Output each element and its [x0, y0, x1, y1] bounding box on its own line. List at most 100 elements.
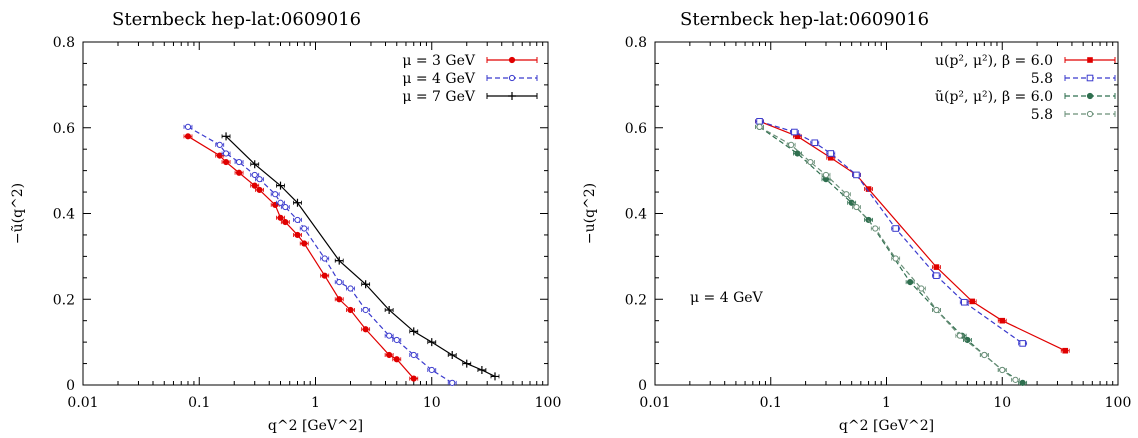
data-point: [827, 154, 834, 161]
data-point: [294, 216, 301, 224]
data-point: [386, 332, 393, 339]
data-point: [490, 372, 499, 381]
data-point: [256, 176, 263, 183]
data-point: [907, 279, 914, 286]
data-point: [1087, 57, 1093, 63]
data-point: [827, 150, 835, 157]
data-point: [933, 272, 940, 279]
series-2: [183, 123, 457, 386]
data-point: [251, 171, 258, 179]
legend-cap: [486, 57, 538, 63]
y-tick-label: 0.2: [53, 292, 75, 308]
data-point: [410, 351, 417, 359]
legend-label: 5.8: [1031, 71, 1053, 87]
data-point: [956, 332, 963, 339]
y-axis-label: −ũ(q^2): [10, 183, 26, 244]
data-point: [362, 306, 369, 314]
data-point: [1086, 110, 1094, 118]
legend-label: μ = 7 GeV: [402, 89, 476, 105]
data-point: [216, 152, 223, 159]
data-point: [282, 218, 289, 226]
data-point: [960, 298, 968, 306]
data-point: [216, 141, 223, 148]
data-point: [277, 214, 284, 221]
data-point: [999, 317, 1006, 324]
data-point: [508, 74, 516, 82]
data-point: [336, 296, 343, 303]
data-point: [1062, 347, 1069, 354]
data-point: [933, 264, 940, 270]
x-axis-label: q^2 [GeV^2]: [839, 418, 934, 434]
data-point: [235, 169, 243, 176]
x-tick-label: 1: [882, 395, 891, 411]
data-point: [276, 181, 285, 190]
data-point: [462, 359, 471, 368]
data-point: [361, 280, 370, 289]
y-axis-label: −u(q^2): [582, 183, 598, 244]
data-point: [347, 285, 354, 292]
data-point: [756, 123, 763, 130]
legend-cap: [1064, 75, 1116, 81]
chart-panel-2: 0.01 0.1 1 10 100 0 0.2 0.4 0.6 0.8 Sternbeck hep-…: [582, 9, 1131, 434]
series-1: [183, 133, 419, 382]
series-line: [759, 126, 1023, 384]
data-point: [892, 255, 899, 262]
data-point: [1019, 340, 1026, 347]
x-tick-label: 0.1: [760, 395, 782, 411]
data-point: [428, 366, 435, 374]
data-point: [811, 139, 819, 147]
x-tick-label: 100: [535, 395, 562, 411]
data-point: [853, 171, 860, 179]
data-point: [788, 141, 795, 148]
data-point: [865, 216, 872, 224]
x-axis-label: q^2 [GeV^2]: [268, 418, 363, 434]
data-point: [277, 199, 284, 206]
legend-label: μ = 4 GeV: [402, 71, 476, 87]
legend-cap: [486, 75, 538, 81]
data-point: [508, 56, 516, 64]
data-point: [756, 118, 763, 125]
data-point: [822, 171, 830, 179]
data-point: [250, 160, 259, 169]
data-point: [336, 279, 343, 286]
series-line: [225, 135, 496, 377]
legend-label: μ = 3 GeV: [402, 53, 476, 69]
y-tick-label: 0.8: [625, 35, 647, 51]
data-point: [969, 298, 975, 305]
legend-label: ũ(p², μ²), β = 6.0: [935, 89, 1053, 105]
data-point: [410, 375, 417, 382]
series-3: [221, 132, 500, 381]
data-point: [347, 306, 354, 314]
data-point: [393, 356, 400, 363]
x-tick-label: 100: [1105, 395, 1132, 411]
x-tick-label: 10: [993, 395, 1011, 411]
series-line: [759, 126, 1016, 381]
chart-panel-1: 0.01 0.1 1 10 100 0 0.2 0.4 0.6 0.8 Sternbeck hep-…: [10, 9, 561, 434]
data-point: [477, 365, 486, 374]
data-point: [393, 336, 400, 344]
y-tick-label: 0: [66, 378, 75, 394]
data-point: [282, 203, 289, 211]
data-point: [1012, 376, 1019, 383]
data-point: [872, 225, 879, 232]
data-point: [448, 350, 457, 359]
data-point: [222, 158, 230, 166]
data-point: [1019, 379, 1026, 386]
data-point: [272, 191, 279, 198]
data-point: [294, 231, 301, 239]
legend-cap: [1064, 93, 1116, 99]
data-point: [386, 351, 393, 359]
data-point: [256, 186, 263, 194]
data-point: [321, 255, 328, 262]
data-point: [293, 198, 302, 207]
chart-title: Sternbeck hep-lat:0609016: [112, 9, 361, 30]
data-point: [335, 256, 344, 265]
x-tick-label: 0.01: [639, 395, 670, 411]
series-line: [187, 135, 415, 379]
data-point: [321, 272, 328, 279]
data-point: [301, 225, 308, 232]
annotation-label: μ = 4 GeV: [690, 290, 764, 306]
data-point: [184, 133, 192, 140]
series-4: [755, 123, 1020, 383]
data-point: [981, 351, 988, 359]
